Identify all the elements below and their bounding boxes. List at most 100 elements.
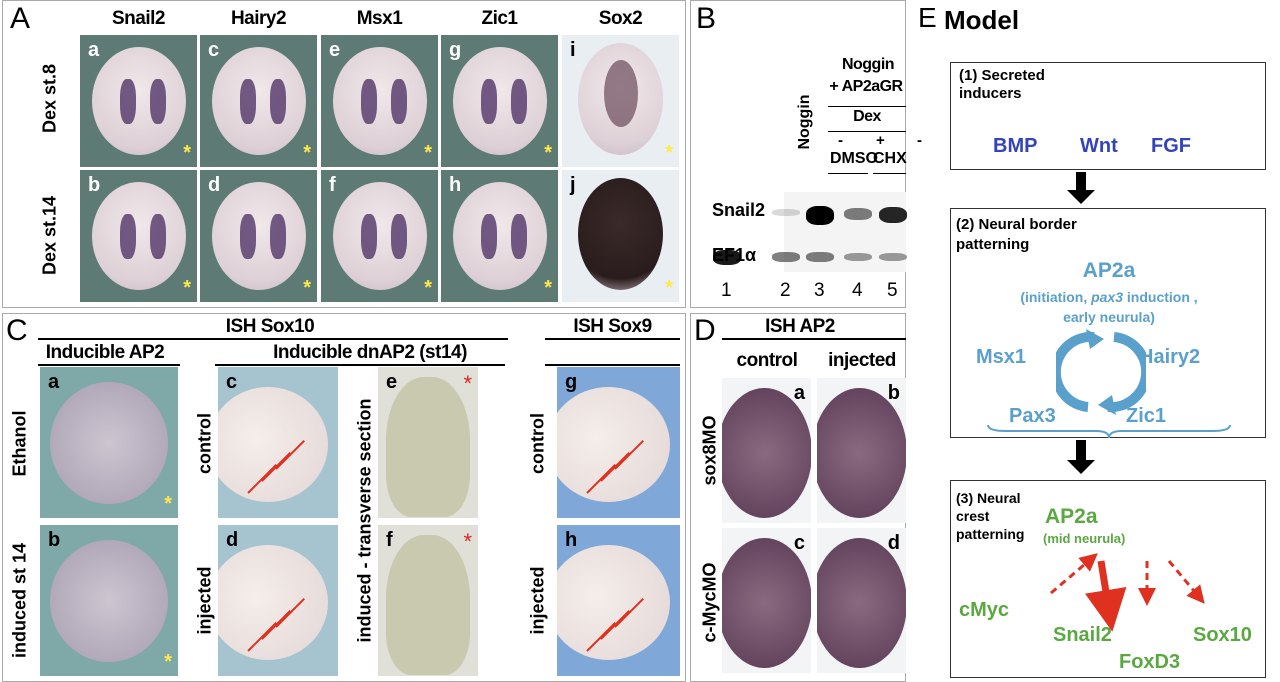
header-inducible-ap2: Inducible AP2 (45, 342, 165, 363)
image-letter: b (48, 529, 61, 551)
stain (361, 79, 378, 125)
divider (38, 338, 508, 340)
stain (120, 214, 137, 260)
band-ef1a (879, 252, 907, 262)
image-letter: a (793, 382, 805, 404)
image-letter: b (88, 174, 101, 196)
band-snail2 (844, 208, 872, 220)
panel-d-label: D (694, 314, 716, 347)
header-ish-ap2: ISH AP2 (765, 316, 835, 337)
ap2a-note: (initiation, pax3 induction , (951, 289, 1267, 305)
lane-number: 4 (852, 280, 863, 301)
group-dmso: DMSO (830, 150, 878, 167)
star-marker: * (544, 142, 552, 164)
image-letter: d (226, 529, 239, 551)
embryo-image: a (722, 378, 811, 523)
column-header-2: Msx1 (356, 8, 403, 29)
stain (240, 214, 257, 260)
embryo (453, 182, 547, 290)
row-label-dex-st14: Dex st.14 (39, 195, 60, 276)
star-marker: * (183, 142, 191, 164)
sign: - (917, 132, 922, 149)
embryo-image: f * (378, 525, 478, 676)
stain (481, 79, 498, 125)
model-box-inducers: (1) Secreted inducers BMP Wnt FGF (950, 62, 1266, 170)
embryo (333, 182, 427, 290)
row-label-sox8mo: sox8MO (699, 415, 720, 486)
column-header-1: Hairy2 (230, 8, 287, 29)
embryo-image: d (817, 528, 906, 673)
embryo (453, 47, 547, 155)
stain (270, 79, 287, 125)
embryo (817, 538, 906, 668)
image-letter: g (449, 39, 462, 61)
embryo-image: i * (562, 35, 679, 167)
image-letter: a (48, 371, 60, 393)
embryo (722, 538, 811, 668)
embryo-image: b (817, 378, 906, 523)
band-ef1a (772, 252, 800, 262)
band-snail2 (879, 206, 907, 224)
panel-e-title: Model (944, 5, 1020, 35)
embryo (92, 47, 186, 155)
stain (120, 79, 137, 125)
column-injected: injected (828, 350, 896, 371)
arrow-down-icon (1067, 190, 1095, 204)
nc-ap2a-note: (mid neurula) (1043, 531, 1126, 546)
stain (603, 59, 638, 127)
stain (481, 214, 498, 260)
model-box-neural-crest: (3) Neural crest patterning AP2a (mid ne… (950, 480, 1266, 678)
note-italic: pax3 (1091, 289, 1124, 305)
brace-icon (987, 424, 1231, 439)
lane-number: 3 (814, 280, 825, 301)
embryo-image: h * (441, 170, 558, 302)
embryo (92, 182, 186, 290)
gene-hairy2: Hairy2 (1139, 346, 1201, 368)
lane-number: 1 (721, 280, 732, 301)
note-part: (initiation, (1020, 289, 1092, 305)
inducer-fgf: FGF (1151, 135, 1191, 157)
stain (240, 79, 257, 125)
cycle-arrows-icon (1056, 329, 1146, 415)
star-marker: * (303, 277, 311, 299)
divider (722, 338, 906, 340)
star-marker: * (463, 371, 472, 396)
embryo (333, 47, 427, 155)
row-label-control: control (194, 413, 215, 474)
embryo-image: g (557, 367, 680, 518)
gene-zic1: Zic1 (1126, 405, 1167, 427)
tissue-section (386, 377, 470, 517)
embryo (722, 388, 811, 518)
embryo-image: j * (562, 170, 679, 302)
image-letter: i (570, 39, 576, 61)
star-marker: * (303, 142, 311, 164)
star-marker: * (665, 277, 673, 299)
divider (873, 173, 906, 174)
western-blot (784, 192, 906, 272)
embryo (212, 47, 306, 155)
embryo (557, 387, 670, 502)
star-marker: * (544, 277, 552, 299)
image-letter: h (449, 174, 462, 196)
band-snail2 (772, 209, 800, 217)
stain (391, 79, 408, 125)
embryo (817, 388, 906, 518)
embryo-image: b * (40, 525, 178, 676)
lane-label-noggin: Noggin (796, 94, 813, 150)
stain (511, 79, 528, 125)
embryo-image: e * (378, 367, 478, 518)
embryo (557, 545, 670, 660)
section-label: induced - transverse section (354, 398, 375, 643)
star-marker: * (164, 651, 172, 673)
stain (511, 214, 528, 260)
band-ef1a (713, 250, 741, 265)
header-noggin: Noggin (841, 56, 895, 73)
header-dex: Dex (853, 108, 881, 125)
embryo (578, 178, 663, 290)
box2-title: (2) Neural border patterning (956, 216, 1077, 253)
embryo-image: c (722, 528, 811, 673)
embryo (212, 182, 306, 290)
embryo-image: a * (40, 367, 178, 518)
image-letter: c (226, 371, 238, 393)
row-label-cmycmo: c-MycMO (699, 562, 720, 643)
